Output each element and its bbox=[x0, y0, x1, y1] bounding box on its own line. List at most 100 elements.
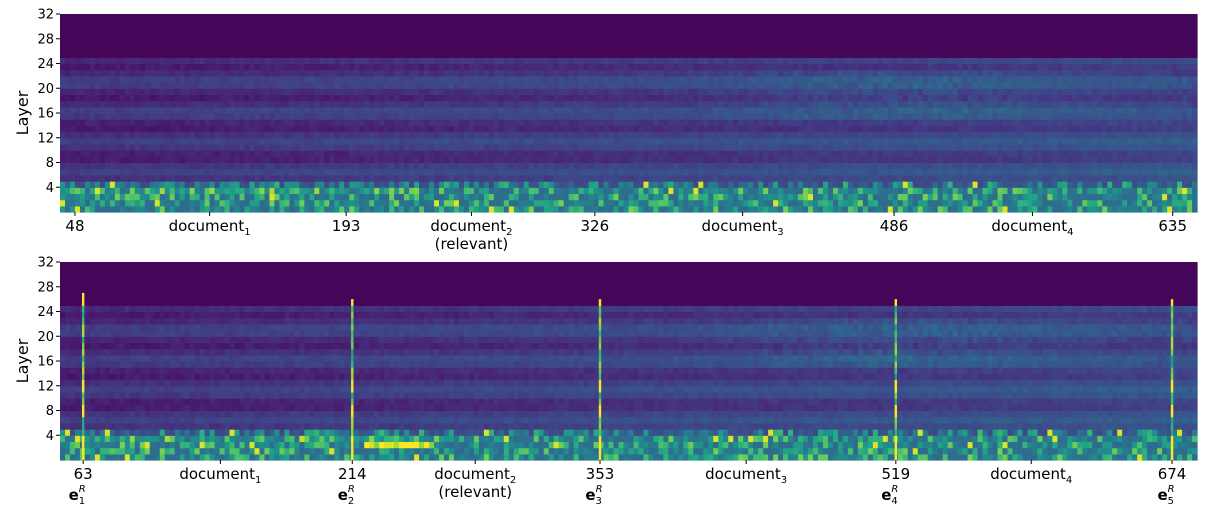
heatmap-cell bbox=[419, 113, 425, 120]
heatmap-cell bbox=[409, 20, 415, 27]
heatmap-cell bbox=[448, 75, 455, 83]
heatmap-cell bbox=[114, 100, 121, 108]
heatmap-cell bbox=[558, 156, 565, 164]
heatmap-cell bbox=[608, 174, 615, 182]
heatmap-cell bbox=[558, 119, 565, 126]
heatmap-cell bbox=[832, 69, 839, 77]
heatmap-cell bbox=[733, 51, 739, 58]
heatmap-cell bbox=[244, 150, 251, 157]
heatmap-cell bbox=[648, 20, 655, 27]
heatmap-cell bbox=[249, 199, 256, 207]
heatmap-cell bbox=[434, 26, 440, 34]
heatmap-cell bbox=[628, 82, 635, 89]
heatmap-cell bbox=[643, 113, 650, 120]
heatmap-cell bbox=[339, 32, 345, 40]
heatmap-cell bbox=[309, 32, 315, 40]
heatmap-cell bbox=[84, 137, 91, 145]
heatmap-cell bbox=[64, 156, 71, 164]
heatmap-cell bbox=[543, 156, 550, 164]
heatmap-cell bbox=[99, 168, 106, 176]
heatmap-cell bbox=[458, 100, 465, 108]
heatmap-cell bbox=[473, 193, 480, 201]
heatmap-cell bbox=[309, 162, 315, 170]
heatmap-cell bbox=[718, 82, 724, 89]
heatmap-cell bbox=[154, 38, 161, 46]
heatmap-cell bbox=[668, 131, 674, 139]
heatmap-cell bbox=[339, 143, 345, 151]
heatmap-cell bbox=[394, 63, 400, 71]
heatmap-cell bbox=[164, 193, 171, 201]
heatmap-cell bbox=[698, 156, 704, 164]
heatmap-cell bbox=[578, 156, 585, 164]
heatmap-cell bbox=[419, 63, 425, 71]
heatmap-cell bbox=[568, 69, 575, 77]
heatmap-cell bbox=[538, 32, 545, 40]
heatmap-cell bbox=[244, 168, 251, 176]
heatmap-cell bbox=[658, 38, 665, 46]
heatmap-cell bbox=[404, 150, 410, 157]
heatmap-cell bbox=[379, 150, 385, 157]
heatmap-cell bbox=[269, 143, 276, 151]
heatmap-cell bbox=[688, 63, 694, 71]
heatmap-cell bbox=[374, 44, 380, 52]
heatmap-cell bbox=[74, 26, 81, 34]
heatmap-cell bbox=[229, 162, 236, 170]
heatmap-cell bbox=[129, 57, 136, 65]
heatmap-cell bbox=[359, 119, 365, 126]
heatmap-cell bbox=[473, 75, 480, 83]
heatmap-cell bbox=[214, 106, 221, 114]
heatmap-cell bbox=[678, 88, 684, 96]
heatmap-cell bbox=[778, 119, 784, 126]
heatmap-cell bbox=[837, 187, 844, 195]
heatmap-cell bbox=[618, 14, 625, 21]
heatmap-cell bbox=[84, 106, 91, 114]
heatmap-cell bbox=[214, 162, 221, 170]
heatmap-cell bbox=[603, 174, 610, 182]
heatmap-cell bbox=[583, 14, 590, 21]
heatmap-cell bbox=[284, 94, 290, 102]
heatmap-cell bbox=[79, 174, 86, 182]
heatmap-cell bbox=[414, 63, 420, 71]
heatmap-cell bbox=[693, 131, 699, 139]
heatmap-cell bbox=[643, 187, 650, 195]
heatmap-cell bbox=[169, 193, 176, 201]
heatmap-cell bbox=[583, 32, 590, 40]
heatmap-cell bbox=[583, 75, 590, 83]
heatmap-cell bbox=[668, 63, 674, 71]
heatmap-cell bbox=[818, 174, 824, 182]
heatmap-cell bbox=[827, 75, 834, 83]
heatmap-cell bbox=[249, 100, 256, 108]
heatmap-cell bbox=[443, 14, 450, 21]
heatmap-cell bbox=[713, 26, 719, 34]
heatmap-cell bbox=[613, 199, 620, 207]
heatmap-cell bbox=[832, 106, 839, 114]
heatmap-cell bbox=[60, 156, 66, 164]
heatmap-cell bbox=[698, 205, 704, 213]
heatmap-cell bbox=[573, 205, 580, 213]
heatmap-cell bbox=[419, 131, 425, 139]
heatmap-cell bbox=[384, 187, 390, 195]
heatmap-cell bbox=[708, 94, 714, 102]
heatmap-cell bbox=[668, 57, 674, 65]
heatmap-cell bbox=[399, 69, 405, 77]
heatmap-cell bbox=[468, 63, 475, 71]
heatmap-cell bbox=[573, 193, 580, 201]
heatmap-cell bbox=[319, 44, 325, 52]
heatmap-cell bbox=[214, 137, 221, 145]
heatmap-cell bbox=[114, 75, 121, 83]
heatmap-cell bbox=[773, 38, 779, 46]
heatmap-cell bbox=[568, 125, 575, 133]
heatmap-cell bbox=[583, 143, 590, 151]
heatmap-cell bbox=[394, 205, 400, 213]
heatmap-cell bbox=[798, 193, 804, 201]
heatmap-cell bbox=[603, 88, 610, 96]
heatmap-cell bbox=[753, 181, 759, 188]
heatmap-cell bbox=[364, 106, 370, 114]
heatmap-cell bbox=[254, 199, 261, 207]
heatmap-cell bbox=[214, 88, 221, 96]
heatmap-cell bbox=[713, 174, 719, 182]
heatmap-cell bbox=[618, 162, 625, 170]
heatmap-cell bbox=[439, 150, 445, 157]
heatmap-cell bbox=[618, 181, 625, 188]
heatmap-cell bbox=[453, 156, 460, 164]
